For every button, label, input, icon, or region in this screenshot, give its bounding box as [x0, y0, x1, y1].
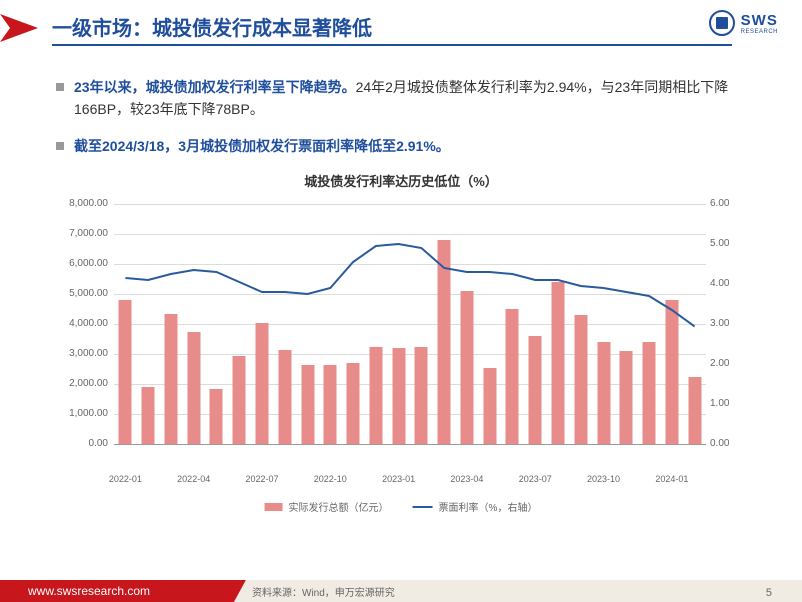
x-axis-label: 2023-04	[450, 474, 483, 484]
logo-text: SWS	[741, 12, 778, 29]
chart-title: 城投债发行利率达历史低位（%）	[0, 171, 802, 190]
legend-line-item: 票面利率（%，右轴）	[413, 499, 538, 514]
legend-bar-swatch	[265, 503, 283, 511]
chart-legend: 实际发行总额（亿元） 票面利率（%，右轴）	[265, 499, 538, 514]
y1-axis-label: 2,000.00	[60, 378, 108, 389]
x-axis-label: 2022-07	[245, 474, 278, 484]
x-axis-label: 2022-04	[177, 474, 210, 484]
bullet-bold: 23年以来，城投债加权发行利率呈下降趋势。	[74, 79, 356, 95]
bullet-marker-icon	[56, 142, 64, 150]
x-axis-label: 2024-01	[655, 474, 688, 484]
logo-icon	[709, 10, 735, 36]
slide-title: 一级市场：城投债发行成本显著降低	[52, 12, 372, 41]
bullet-marker-icon	[56, 83, 64, 91]
y2-axis-label: 0.00	[710, 438, 742, 449]
legend-line-label: 票面利率（%，右轴）	[439, 499, 538, 514]
legend-line-swatch	[413, 506, 433, 508]
logo-subtext: RESEARCH	[741, 29, 778, 35]
y1-axis-label: 6,000.00	[60, 258, 108, 269]
y2-axis-label: 5.00	[710, 238, 742, 249]
y1-axis-label: 4,000.00	[60, 318, 108, 329]
x-axis-label: 2022-01	[109, 474, 142, 484]
footer-page-number: 5	[766, 587, 772, 599]
legend-bar-item: 实际发行总额（亿元）	[265, 499, 389, 514]
footer-source: 资料来源：Wind，申万宏源研究	[234, 580, 802, 602]
bullet-text: 23年以来，城投债加权发行利率呈下降趋势。24年2月城投债整体发行利率为2.94…	[74, 76, 746, 121]
title-underline	[52, 44, 732, 46]
y1-axis-label: 3,000.00	[60, 348, 108, 359]
y2-axis-label: 6.00	[710, 198, 742, 209]
company-logo: SWS RESEARCH	[709, 10, 778, 36]
x-axis-label: 2023-07	[519, 474, 552, 484]
x-axis-label: 2023-10	[587, 474, 620, 484]
chart-line-svg	[114, 204, 706, 444]
slide-header: 一级市场：城投债发行成本显著降低 SWS RESEARCH	[0, 0, 802, 58]
y1-axis-label: 5,000.00	[60, 288, 108, 299]
bullet-item: 23年以来，城投债加权发行利率呈下降趋势。24年2月城投债整体发行利率为2.94…	[56, 76, 746, 121]
y2-axis-label: 1.00	[710, 398, 742, 409]
x-axis-label: 2023-01	[382, 474, 415, 484]
chart-plot-area	[114, 204, 706, 444]
logo-text-wrap: SWS RESEARCH	[741, 12, 778, 35]
x-axis-label: 2022-10	[314, 474, 347, 484]
chart-container: 实际发行总额（亿元） 票面利率（%，右轴） 0.00 1,000.00 2,000.…	[60, 198, 742, 514]
slide-footer: www.swsresearch.com 资料来源：Wind，申万宏源研究 5	[0, 580, 802, 602]
bullet-text: 截至2024/3/18，3月城投债加权发行票面利率降低至2.91%。	[74, 135, 450, 157]
chart-line	[125, 244, 694, 326]
y2-axis-label: 2.00	[710, 358, 742, 369]
legend-bar-label: 实际发行总额（亿元）	[289, 499, 389, 514]
y1-axis-label: 1,000.00	[60, 408, 108, 419]
y2-axis-label: 4.00	[710, 278, 742, 289]
bullet-item: 截至2024/3/18，3月城投债加权发行票面利率降低至2.91%。	[56, 135, 746, 157]
y1-axis-label: 8,000.00	[60, 198, 108, 209]
bullet-list: 23年以来，城投债加权发行利率呈下降趋势。24年2月城投债整体发行利率为2.94…	[0, 58, 802, 157]
y2-axis-label: 3.00	[710, 318, 742, 329]
footer-url: www.swsresearch.com	[0, 580, 246, 602]
header-chevron	[0, 14, 38, 42]
bullet-bold: 截至2024/3/18，3月城投债加权发行票面利率降低至2.91%。	[74, 138, 450, 154]
y1-axis-label: 0.00	[60, 438, 108, 449]
y1-axis-label: 7,000.00	[60, 228, 108, 239]
